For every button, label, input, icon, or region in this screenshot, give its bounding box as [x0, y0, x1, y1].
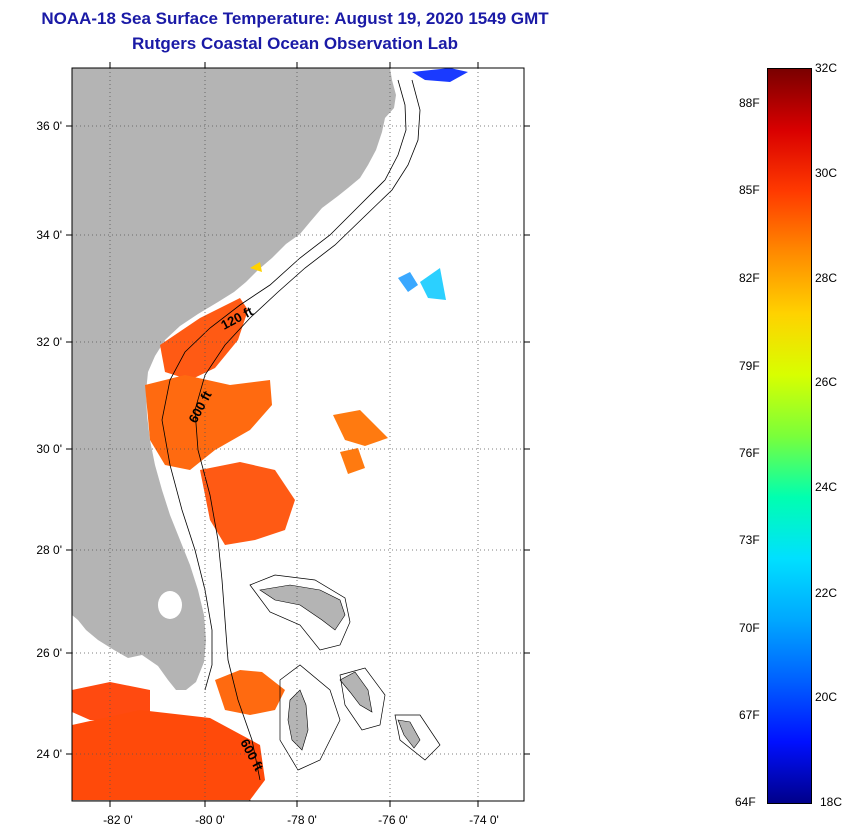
contour-bahamas — [279, 664, 341, 771]
colorbar-c-label: 18C — [820, 795, 843, 809]
colorbar-c-label: 26C — [815, 375, 838, 389]
lon-label: -82 0' — [103, 813, 133, 827]
colorbar-f-label: 79F — [739, 359, 760, 373]
map-frame — [71, 67, 525, 802]
map-area — [72, 68, 524, 801]
colorbar-f-label: 85F — [739, 183, 760, 197]
lat-label: 34 0' — [36, 228, 62, 242]
sst-patch — [412, 68, 468, 82]
lat-label: 24 0' — [36, 747, 62, 761]
contour-bahamas — [394, 714, 441, 761]
colorbar-f-label: 64F — [735, 795, 756, 809]
sst-patch — [333, 410, 388, 446]
contour-120ft — [161, 79, 407, 691]
map-title: NOAA-18 Sea Surface Temperature: August … — [41, 9, 549, 28]
colorbar-c-label: 22C — [815, 586, 838, 600]
colorbar-f-label: 82F — [739, 271, 760, 285]
sst-patch — [200, 462, 295, 545]
colorbar-f-label: 67F — [739, 708, 760, 722]
sst-patches — [72, 68, 468, 800]
contour-bahamas — [249, 574, 351, 651]
sst-patch — [250, 262, 262, 272]
lon-label: -78 0' — [287, 813, 317, 827]
sst-patch — [215, 670, 285, 715]
island-long — [397, 719, 421, 749]
land-us-east-coast — [72, 68, 396, 690]
sst-patch — [72, 682, 150, 720]
lon-label: -74 0' — [469, 813, 499, 827]
contour-bahamas — [339, 667, 386, 731]
lat-label: 32 0' — [36, 335, 62, 349]
sst-patch — [72, 710, 265, 800]
colorbar-f-label: 76F — [739, 446, 760, 460]
colorbar-c-label: 20C — [815, 690, 838, 704]
lon-label: -80 0' — [195, 813, 225, 827]
colorbar-c-label: 32C — [815, 61, 838, 75]
map-subtitle: Rutgers Coastal Ocean Observation Lab — [132, 34, 458, 53]
contour-600ft — [194, 79, 421, 781]
colorbar-c-label: 24C — [815, 480, 838, 494]
sst-patch — [420, 268, 446, 300]
sst-patch — [398, 272, 418, 292]
lat-label: 28 0' — [36, 543, 62, 557]
tick-marks — [66, 62, 530, 807]
graticule — [72, 68, 524, 801]
island-grand-bahama — [259, 584, 346, 631]
sst-patch — [145, 375, 272, 470]
colorbar-f-label: 70F — [739, 621, 760, 635]
lake-okeechobee — [158, 591, 182, 619]
sst-patch — [340, 448, 365, 474]
colorbar-c-label: 28C — [815, 271, 838, 285]
island-andros — [287, 689, 309, 751]
lat-label: 26 0' — [36, 646, 62, 660]
sst-patch — [160, 298, 248, 380]
lat-label: 36 0' — [36, 119, 62, 133]
temperature-colorbar — [767, 68, 812, 804]
colorbar-f-label: 88F — [739, 96, 760, 110]
colorbar-f-label: 73F — [739, 533, 760, 547]
colorbar-c-label: 30C — [815, 166, 838, 180]
lat-label: 30 0' — [36, 442, 62, 456]
lon-label: -76 0' — [378, 813, 408, 827]
island-eleuthera — [339, 671, 373, 713]
